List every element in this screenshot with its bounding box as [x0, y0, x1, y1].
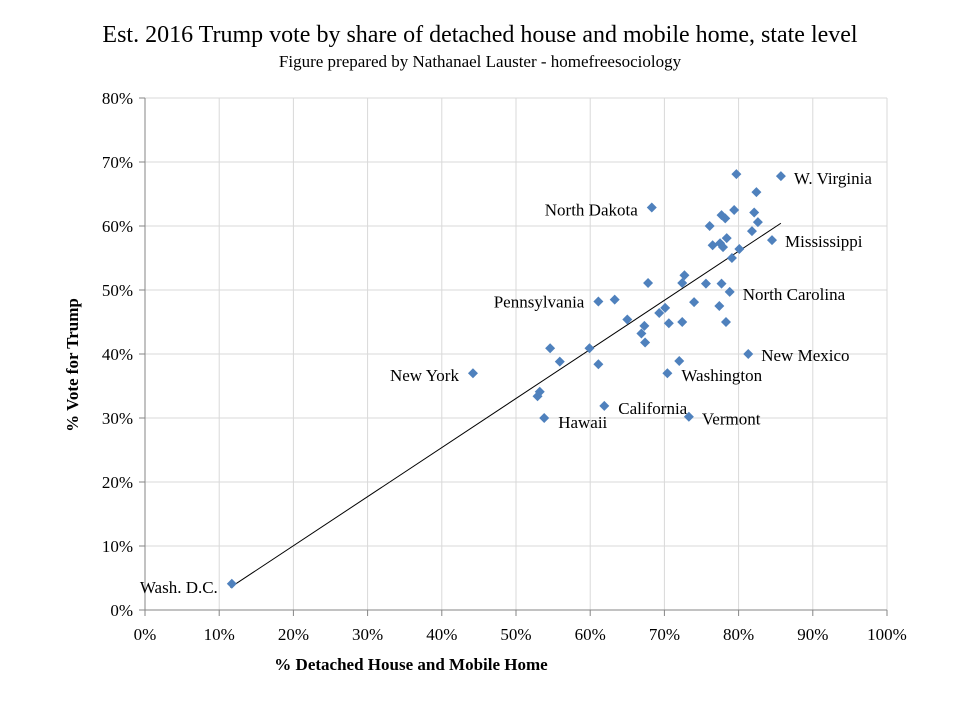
data-point	[734, 244, 745, 255]
data-point	[689, 297, 700, 308]
data-point	[707, 240, 718, 251]
data-point	[599, 400, 610, 411]
chart-subtitle: Figure prepared by Nathanael Lauster - h…	[278, 52, 682, 71]
data-point	[646, 202, 657, 213]
data-point	[718, 242, 729, 253]
y-tick-label: 80%	[102, 89, 133, 108]
point-label: North Dakota	[545, 200, 638, 219]
data-point	[704, 221, 715, 231]
data-point	[724, 286, 735, 297]
data-point	[743, 349, 754, 359]
data-point	[766, 235, 777, 246]
data-point	[716, 278, 727, 289]
data-point	[584, 343, 595, 354]
data-point	[746, 226, 757, 237]
data-point	[729, 205, 740, 215]
chart-title: Est. 2016 Trump vote by share of detache…	[102, 22, 858, 48]
data-point	[720, 317, 731, 327]
data-point	[593, 296, 604, 307]
point-label: Mississippi	[785, 232, 863, 251]
point-label: North Carolina	[743, 285, 846, 304]
x-tick-label: 70%	[649, 625, 680, 644]
point-label: Washington	[681, 366, 762, 385]
data-point	[714, 301, 725, 311]
data-point	[554, 356, 565, 367]
y-tick-label: 60%	[102, 217, 133, 236]
data-point	[660, 302, 671, 313]
x-tick-label: 20%	[278, 625, 309, 644]
x-tick-label: 90%	[797, 625, 828, 644]
y-tick-label: 40%	[102, 345, 133, 364]
data-point	[752, 217, 763, 228]
y-tick-label: 70%	[102, 153, 133, 172]
data-point	[677, 277, 688, 288]
point-label: W. Virginia	[794, 169, 872, 188]
data-point	[775, 171, 786, 182]
data-point	[751, 187, 762, 198]
x-tick-label: 60%	[575, 625, 606, 644]
data-point	[622, 314, 633, 325]
y-tick-label: 50%	[102, 281, 133, 300]
data-point	[640, 337, 651, 348]
x-axis-label: % Detached House and Mobile Home	[274, 655, 548, 674]
data-point	[663, 318, 674, 329]
data-point	[636, 328, 647, 339]
data-point	[534, 386, 545, 397]
x-tick-label: 30%	[352, 625, 383, 644]
data-point	[677, 317, 688, 327]
x-tick-label: 40%	[426, 625, 457, 644]
point-label: Hawaii	[558, 413, 607, 432]
y-tick-label: 30%	[102, 409, 133, 428]
point-label: California	[618, 399, 687, 418]
data-point	[662, 368, 673, 379]
data-point	[749, 207, 760, 218]
point-label: Wash. D.C.	[140, 578, 218, 597]
data-point	[545, 343, 556, 354]
data-point	[467, 368, 478, 379]
data-point	[726, 253, 737, 263]
trendline	[230, 222, 782, 588]
x-tick-label: 80%	[723, 625, 754, 644]
y-tick-label: 10%	[102, 537, 133, 556]
data-point	[731, 169, 742, 180]
data-point	[654, 308, 665, 319]
x-tick-label: 0%	[134, 625, 157, 644]
point-label: New Mexico	[761, 346, 849, 365]
data-point	[700, 278, 711, 289]
data-point	[679, 270, 690, 281]
data-point	[226, 578, 237, 589]
x-tick-label: 50%	[500, 625, 531, 644]
data-point	[674, 356, 685, 367]
data-point	[639, 320, 650, 331]
y-axis-label: % Vote for Trump	[63, 298, 82, 432]
data-point	[643, 277, 654, 288]
point-label: New York	[390, 366, 459, 385]
data-point	[721, 233, 732, 244]
point-label: Pennsylvania	[494, 293, 585, 312]
point-label: Vermont	[702, 410, 761, 429]
y-tick-label: 20%	[102, 473, 133, 492]
data-point	[593, 359, 604, 370]
data-point	[683, 411, 694, 422]
x-tick-label: 100%	[867, 625, 907, 644]
data-point	[720, 213, 731, 224]
y-tick-label: 0%	[110, 601, 133, 620]
x-tick-label: 10%	[204, 625, 235, 644]
data-point	[609, 294, 620, 305]
data-point	[539, 413, 550, 423]
